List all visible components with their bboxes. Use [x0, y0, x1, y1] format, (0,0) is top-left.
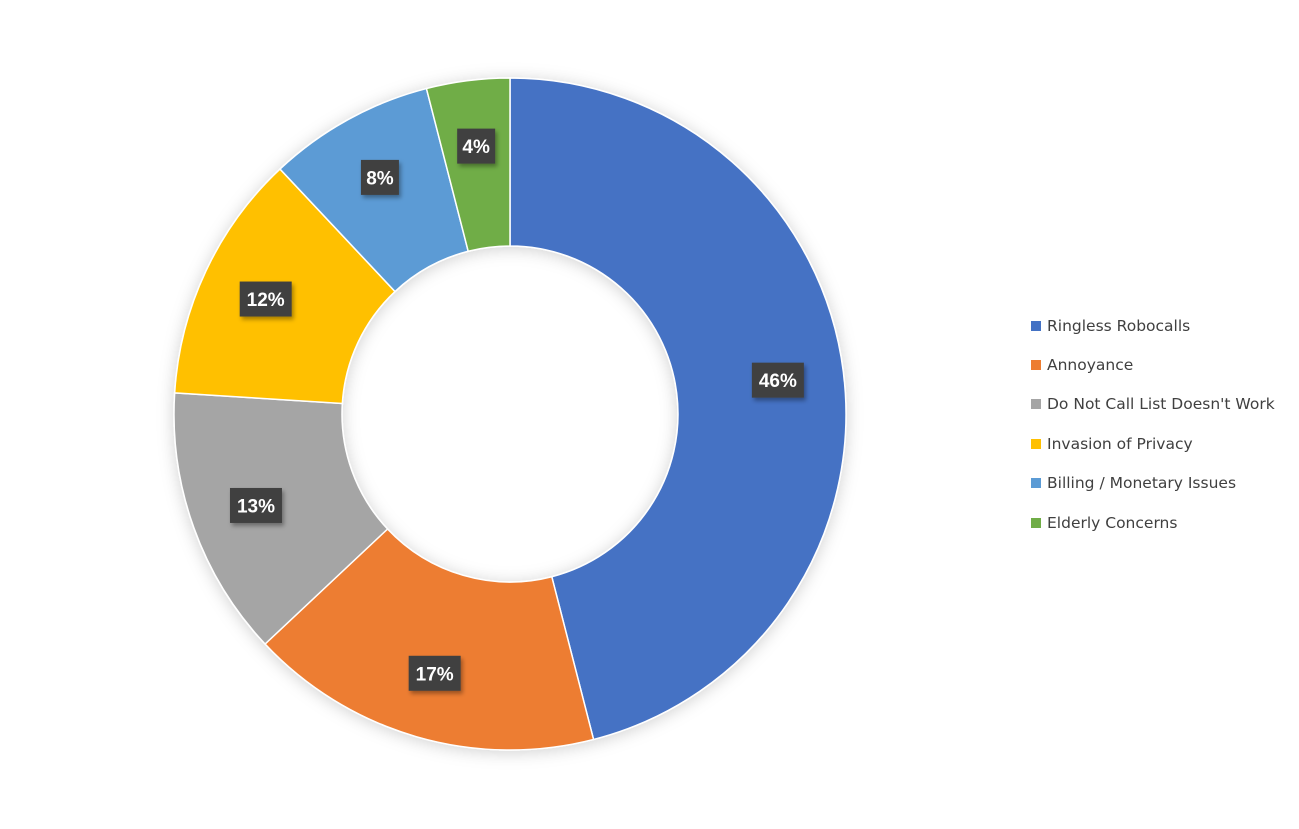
data-labels-group: 46% 17% 13% 12% 8% 4% — [229, 128, 804, 691]
data-label-box — [360, 159, 399, 195]
legend-item-annoyance: Annoyance — [1031, 345, 1293, 384]
data-label-do-not-call-list-doesn-t-work: 13% — [229, 487, 282, 523]
legend-swatch — [1031, 478, 1041, 489]
data-label-text: 13% — [237, 496, 275, 517]
legend-item-billing-monetary-issues: Billing / Monetary Issues — [1031, 464, 1293, 503]
data-label-billing-monetary-issues: 8% — [360, 159, 399, 195]
data-label-box — [457, 128, 496, 164]
data-label-text: 4% — [462, 137, 490, 158]
legend-item-elderly-concerns: Elderly Concerns — [1031, 503, 1293, 542]
data-label-invasion-of-privacy: 12% — [239, 281, 292, 317]
legend-item-invasion-of-privacy: Invasion of Privacy — [1031, 424, 1293, 463]
legend-label: Do Not Call List Doesn't Work — [1047, 395, 1275, 414]
legend-item-do-not-call-list-doesn-t-work: Do Not Call List Doesn't Work — [1031, 385, 1293, 424]
legend-label: Billing / Monetary Issues — [1047, 474, 1237, 493]
data-label-box — [239, 281, 292, 317]
legend-label: Elderly Concerns — [1047, 513, 1178, 532]
legend-swatch — [1031, 438, 1041, 449]
data-label-box — [408, 655, 461, 691]
slice-annoyance — [264, 527, 595, 751]
legend-swatch — [1031, 360, 1041, 371]
legend-swatch — [1031, 320, 1041, 331]
slices-group — [173, 77, 847, 751]
slice-ringless-robocalls — [509, 77, 847, 741]
legend-label: Invasion of Privacy — [1047, 434, 1193, 453]
legend: Ringless Robocalls Annoyance Do Not Call L… — [1031, 306, 1293, 542]
data-label-ringless-robocalls: 46% — [751, 362, 804, 398]
legend-swatch — [1031, 517, 1041, 528]
legend-label: Annoyance — [1047, 356, 1134, 375]
legend-label: Ringless Robocalls — [1047, 316, 1191, 335]
slice-elderly-concerns — [425, 77, 511, 253]
data-label-text: 12% — [247, 290, 285, 311]
data-label-text: 8% — [366, 168, 394, 189]
data-label-text: 17% — [416, 664, 454, 685]
legend-swatch — [1031, 399, 1041, 410]
data-label-text: 46% — [759, 371, 797, 392]
data-label-elderly-concerns: 4% — [457, 128, 496, 164]
data-label-annoyance: 17% — [408, 655, 461, 691]
data-label-box — [751, 362, 804, 398]
data-label-box — [229, 487, 282, 523]
legend-item-ringless-robocalls: Ringless Robocalls — [1031, 306, 1293, 345]
